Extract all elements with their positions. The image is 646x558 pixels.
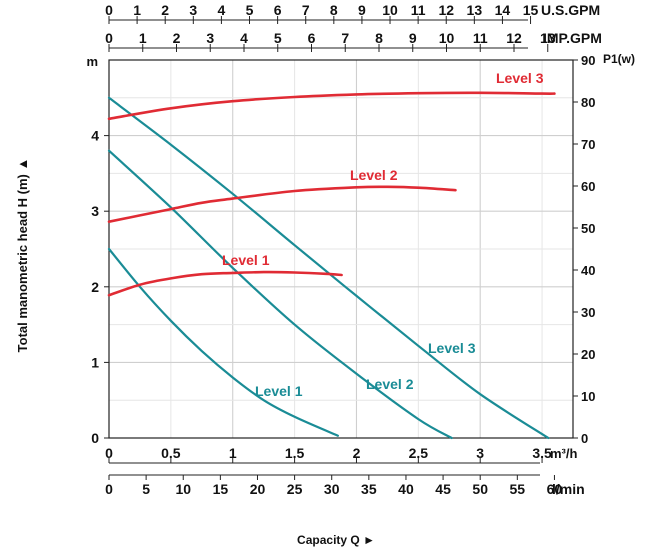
curve-label: Level 1	[222, 252, 270, 268]
power-axis: 0 10 20 30 40 50 60 70 80 90	[573, 53, 595, 446]
impgpm-tick-label: 1	[139, 30, 147, 46]
lmin-tick-label: 0	[105, 481, 113, 497]
impgpm-unit-label: IMP.GPM	[543, 30, 602, 46]
m3h-tick-label: 0.5	[161, 445, 181, 461]
lmin-tick-label: 15	[213, 481, 229, 497]
usgpm-unit-label: U.S.GPM	[541, 2, 600, 18]
head-tick-label: 0	[91, 430, 99, 446]
usgpm-tick-label: 11	[411, 2, 426, 18]
curve-label: Level 3	[428, 340, 476, 356]
power-tick-label: 50	[581, 221, 595, 236]
curve-label: Level 2	[366, 376, 414, 392]
bottom-flow-axes: 0 0.5 1 1.5 2 2.5 3 3.5 0 5 10 15 20 25 30 35 40 45 50 55 60	[105, 445, 562, 497]
head-tick-label: 1	[91, 354, 99, 370]
power-tick-label: 30	[581, 305, 595, 320]
impgpm-tick-label: 13	[540, 30, 556, 46]
head-tick-label: 2	[91, 279, 99, 295]
usgpm-tick-label: 9	[358, 2, 366, 18]
usgpm-tick-label: 4	[218, 2, 226, 18]
lmin-tick-label: 45	[435, 481, 451, 497]
power-curve-level-2	[107, 185, 457, 223]
impgpm-tick-label: 11	[473, 30, 488, 46]
y-axis-title: Total manometric head H (m) ▲	[15, 158, 30, 353]
m3h-tick-label: 3	[476, 445, 484, 461]
power-curve-level-3	[107, 91, 556, 121]
lmin-tick-label: 10	[175, 481, 191, 497]
curve-label: Level 3	[496, 70, 544, 86]
lmin-tick-label: 5	[142, 481, 150, 497]
impgpm-tick-label: 12	[506, 30, 522, 46]
m3h-tick-label: 0	[105, 445, 113, 461]
lmin-tick-label: 30	[324, 481, 340, 497]
usgpm-tick-label: 14	[495, 2, 511, 18]
m3h-tick-label: 2	[353, 445, 361, 461]
impgpm-tick-label: 10	[439, 30, 455, 46]
lmin-tick-label: 55	[510, 481, 526, 497]
top-flow-axes: 0 1 2 3 4 5 6 7 8 9 10 11 12 13 14 150 1 2 3 4 5 6 7 8 9 10 11 12 13	[105, 2, 556, 52]
lmin-tick-label: 50	[472, 481, 488, 497]
curve-label: Level 1	[255, 383, 303, 399]
m3h-tick-label: 2.5	[409, 445, 429, 461]
power-tick-label: 0	[581, 431, 588, 446]
m3h-tick-label: 3.5	[532, 445, 552, 461]
usgpm-tick-label: 7	[302, 2, 310, 18]
impgpm-tick-label: 3	[206, 30, 214, 46]
impgpm-tick-label: 7	[341, 30, 349, 46]
power-tick-label: 90	[581, 53, 595, 68]
power-tick-label: 10	[581, 389, 595, 404]
usgpm-tick-label: 6	[274, 2, 282, 18]
lmin-tick-label: 60	[547, 481, 563, 497]
power-tick-label: 60	[581, 179, 595, 194]
m3h-unit-label: m³/h	[550, 446, 578, 461]
grid	[109, 60, 573, 438]
power-axis-title: P1(w)	[603, 52, 635, 66]
head-unit-label: m	[86, 54, 98, 69]
usgpm-tick-label: 15	[523, 2, 539, 18]
lmin-tick-label: 35	[361, 481, 377, 497]
m3h-tick-label: 1.5	[285, 445, 305, 461]
head-axis: 0 1 2 3 4	[91, 128, 109, 446]
usgpm-tick-label: 2	[161, 2, 169, 18]
head-curve-level-2	[107, 149, 453, 440]
power-tick-label: 40	[581, 263, 595, 278]
power-tick-label: 20	[581, 347, 595, 362]
usgpm-tick-label: 1	[133, 2, 141, 18]
head-curve-level-3	[107, 96, 550, 440]
lmin-tick-label: 25	[287, 481, 303, 497]
lmin-tick-label: 20	[250, 481, 266, 497]
curve-labels: Level 3 Level 2 Level 1 Level 3 Level 2 Level…	[222, 70, 544, 399]
impgpm-tick-label: 2	[173, 30, 181, 46]
usgpm-tick-label: 12	[438, 2, 454, 18]
x-axis-title: Capacity Q ►	[297, 533, 375, 547]
lmin-tick-label: 40	[398, 481, 414, 497]
curve-label: Level 2	[350, 167, 398, 183]
power-curve-level-1	[107, 270, 343, 297]
usgpm-tick-label: 8	[330, 2, 338, 18]
curves	[107, 91, 556, 440]
impgpm-tick-label: 9	[409, 30, 417, 46]
head-curve-level-1	[107, 247, 339, 437]
impgpm-tick-label: 8	[375, 30, 383, 46]
usgpm-tick-label: 5	[246, 2, 254, 18]
impgpm-tick-label: 4	[240, 30, 248, 46]
power-tick-label: 70	[581, 137, 595, 152]
usgpm-tick-label: 10	[382, 2, 398, 18]
m3h-tick-label: 1	[229, 445, 237, 461]
impgpm-tick-label: 6	[308, 30, 316, 46]
impgpm-tick-label: 5	[274, 30, 282, 46]
usgpm-tick-label: 3	[189, 2, 197, 18]
impgpm-tick-label: 0	[105, 30, 113, 46]
usgpm-tick-label: 13	[467, 2, 483, 18]
head-tick-label: 3	[91, 203, 99, 219]
usgpm-tick-label: 0	[105, 2, 113, 18]
lmin-unit-label: l/min	[552, 481, 585, 497]
power-tick-label: 80	[581, 95, 595, 110]
head-tick-label: 4	[91, 128, 99, 144]
